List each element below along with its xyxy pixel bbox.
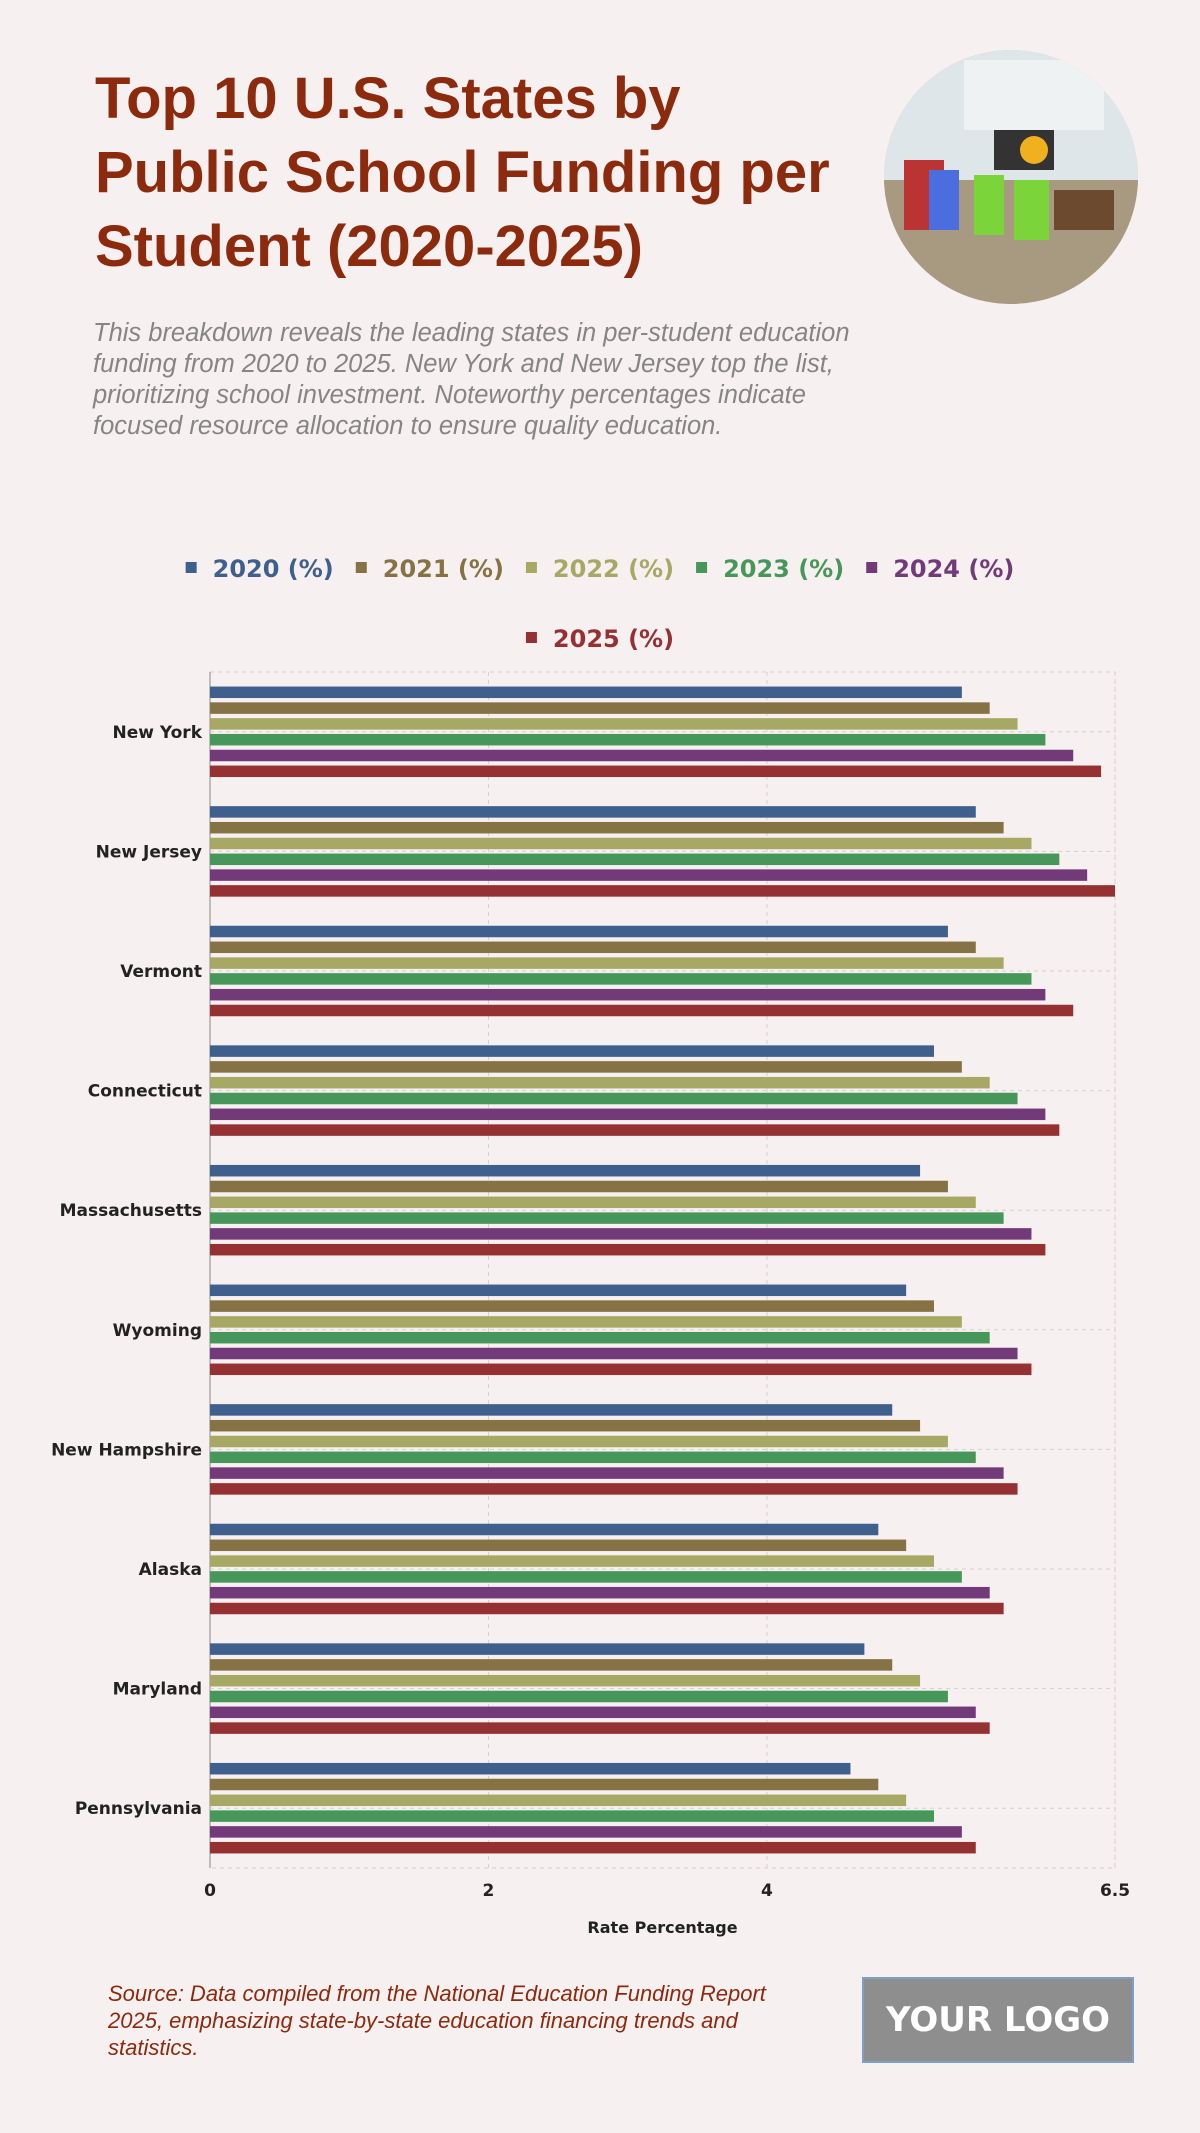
bar: [210, 1690, 948, 1703]
bar: [210, 1243, 1046, 1256]
legend-swatch: [355, 562, 367, 573]
header: Top 10 U.S. States by Public School Fund…: [93, 62, 865, 442]
bar: [210, 869, 1088, 881]
bar: [210, 1539, 907, 1552]
category-label: Maryland: [113, 1680, 202, 1700]
bar: [210, 1810, 934, 1822]
bar: [210, 1451, 976, 1464]
bar: [210, 733, 1046, 746]
bar: [210, 1092, 1018, 1105]
bar: [210, 1659, 893, 1671]
x-tick-label: 0: [204, 1881, 216, 1901]
bar: [210, 1483, 1018, 1495]
bar: [210, 1841, 976, 1854]
bar-chart: 2020 (%) 2021 (%) 2022 (%) 2023 (%) 2024 (%)…: [51, 555, 1130, 1937]
category-label: Alaska: [139, 1560, 202, 1580]
bar: [210, 1674, 921, 1687]
subtitle: This breakdown reveals the leading state…: [93, 319, 850, 440]
bar: [210, 765, 1102, 778]
source-note: Source: Data compiled from the National …: [108, 1981, 766, 2060]
x-tick-label: 2: [483, 1881, 495, 1901]
category-label: Vermont: [120, 962, 202, 982]
bar: [210, 1004, 1074, 1017]
bar: [210, 1061, 962, 1073]
bar: [210, 1300, 934, 1312]
category-label: Massachusetts: [60, 1201, 202, 1221]
legend-label: 2020 (%): [213, 555, 334, 583]
bar: [210, 1108, 1046, 1121]
bar: [210, 1124, 1060, 1136]
bar: [210, 1467, 1004, 1479]
bar: [210, 885, 1115, 897]
bar: [210, 686, 962, 699]
bar: [210, 1404, 893, 1416]
bar: [210, 1826, 962, 1838]
bar: [210, 1778, 879, 1791]
bar: [210, 1076, 990, 1089]
bar: [210, 1196, 976, 1209]
legend-swatch: [525, 632, 537, 643]
bar: [210, 1586, 990, 1599]
x-tick-label: 4: [761, 1881, 773, 1901]
bar: [210, 1164, 921, 1177]
bar: [210, 821, 1004, 834]
bar: [210, 941, 976, 954]
category-label: Pennsylvania: [75, 1799, 202, 1819]
bar: [210, 1643, 865, 1655]
category-label: New Hampshire: [51, 1440, 202, 1460]
legend-label: 2025 (%): [553, 625, 674, 653]
bar: [210, 1794, 907, 1807]
bar: [210, 1706, 976, 1719]
bar: [210, 1602, 1004, 1615]
x-tick-label: 6.5: [1100, 1881, 1130, 1901]
bar: [210, 1435, 948, 1448]
bar: [210, 1571, 962, 1583]
page-title: Top 10 U.S. States by Public School Fund…: [95, 66, 830, 279]
legend-label: 2021 (%): [383, 555, 504, 583]
bar: [210, 1045, 934, 1057]
bar: [210, 1316, 962, 1328]
legend-label: 2022 (%): [553, 555, 674, 583]
legend-swatch: [696, 562, 708, 573]
bar: [210, 1180, 948, 1193]
bar: [210, 973, 1032, 985]
bar: [210, 1228, 1032, 1240]
x-axis-title: Rate Percentage: [587, 1918, 737, 1937]
logo: YOUR LOGO: [862, 1977, 1134, 2063]
legend-swatch: [525, 562, 537, 573]
bar: [210, 988, 1046, 1001]
bar: [210, 853, 1060, 866]
bar: [210, 957, 1004, 969]
bar: [210, 806, 976, 818]
category-label: Connecticut: [88, 1082, 202, 1102]
category-label: Wyoming: [113, 1321, 202, 1341]
bar: [210, 1419, 921, 1432]
bar: [210, 925, 948, 938]
legend-label: 2023 (%): [723, 555, 844, 583]
legend-swatch: [185, 562, 197, 573]
bar: [210, 1284, 907, 1297]
legend-label: 2024 (%): [893, 555, 1014, 583]
bar: [210, 837, 1032, 850]
bar: [210, 1555, 934, 1567]
bar: [210, 1523, 879, 1536]
bar: [210, 1762, 851, 1775]
bar: [210, 1347, 1018, 1360]
legend-swatch: [866, 562, 878, 573]
bar: [210, 1331, 990, 1344]
bar: [210, 702, 990, 714]
category-label: New York: [113, 723, 203, 743]
bar: [210, 749, 1074, 762]
bar: [210, 1363, 1032, 1376]
bar: [210, 718, 1018, 730]
category-label: New Jersey: [96, 842, 202, 862]
bar: [210, 1212, 1004, 1224]
bar: [210, 1722, 990, 1734]
